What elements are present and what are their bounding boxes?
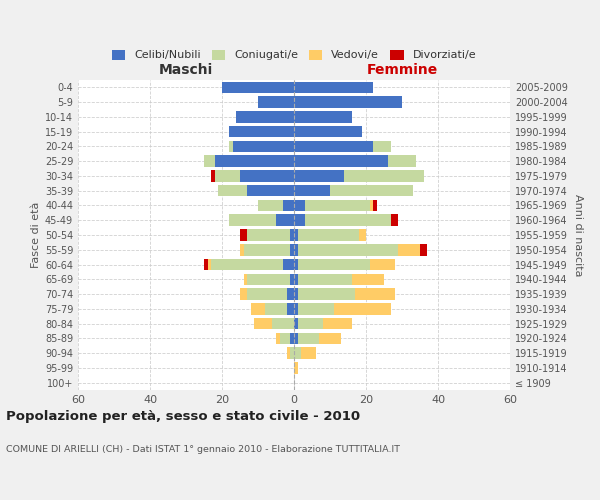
Bar bbox=[294, 140, 373, 152]
Bar bbox=[233, 140, 294, 152]
Bar bbox=[388, 156, 416, 167]
Bar bbox=[359, 229, 366, 241]
Bar bbox=[370, 200, 373, 211]
Bar bbox=[258, 200, 283, 211]
Bar bbox=[294, 82, 373, 93]
Text: COMUNE DI ARIELLI (CH) - Dati ISTAT 1° gennaio 2010 - Elaborazione TUTTITALIA.IT: COMUNE DI ARIELLI (CH) - Dati ISTAT 1° g… bbox=[6, 445, 400, 454]
Bar bbox=[290, 274, 294, 285]
Bar bbox=[254, 318, 272, 330]
Bar bbox=[244, 274, 247, 285]
Bar bbox=[247, 274, 290, 285]
Bar bbox=[240, 288, 247, 300]
Bar bbox=[290, 244, 294, 256]
Bar bbox=[229, 214, 276, 226]
Bar bbox=[290, 332, 294, 344]
Bar bbox=[290, 348, 294, 359]
Bar bbox=[287, 348, 290, 359]
Bar bbox=[294, 229, 298, 241]
Bar bbox=[294, 303, 298, 314]
Bar bbox=[229, 126, 294, 138]
Bar bbox=[294, 200, 305, 211]
Bar bbox=[251, 303, 265, 314]
Bar bbox=[305, 214, 391, 226]
Bar bbox=[211, 259, 283, 270]
Bar bbox=[294, 170, 344, 181]
Bar bbox=[240, 244, 244, 256]
Bar bbox=[298, 332, 319, 344]
Bar bbox=[283, 200, 294, 211]
Text: Maschi: Maschi bbox=[159, 64, 213, 78]
Bar bbox=[229, 140, 233, 152]
Bar bbox=[287, 288, 294, 300]
Bar bbox=[294, 185, 330, 196]
Bar bbox=[294, 348, 301, 359]
Bar bbox=[290, 229, 294, 241]
Legend: Celibi/Nubili, Coniugati/e, Vedovi/e, Divorziati/e: Celibi/Nubili, Coniugati/e, Vedovi/e, Di… bbox=[107, 46, 481, 65]
Bar bbox=[294, 214, 305, 226]
Bar bbox=[276, 214, 294, 226]
Bar bbox=[352, 274, 384, 285]
Bar bbox=[218, 185, 247, 196]
Bar bbox=[373, 200, 377, 211]
Bar bbox=[272, 318, 294, 330]
Bar bbox=[298, 288, 355, 300]
Bar bbox=[370, 259, 395, 270]
Bar bbox=[420, 244, 427, 256]
Bar bbox=[283, 259, 294, 270]
Bar bbox=[398, 244, 420, 256]
Bar bbox=[287, 303, 294, 314]
Bar bbox=[244, 244, 290, 256]
Bar bbox=[294, 244, 298, 256]
Bar bbox=[294, 332, 298, 344]
Bar bbox=[319, 332, 341, 344]
Bar bbox=[298, 259, 370, 270]
Bar bbox=[344, 170, 424, 181]
Bar bbox=[211, 170, 215, 181]
Bar bbox=[276, 332, 280, 344]
Bar bbox=[265, 303, 287, 314]
Bar bbox=[204, 259, 208, 270]
Bar bbox=[294, 156, 388, 167]
Bar bbox=[298, 303, 334, 314]
Bar bbox=[294, 288, 298, 300]
Bar bbox=[247, 229, 290, 241]
Bar bbox=[236, 111, 294, 122]
Bar bbox=[294, 111, 352, 122]
Bar bbox=[305, 200, 370, 211]
Bar bbox=[215, 170, 240, 181]
Bar bbox=[355, 288, 395, 300]
Bar bbox=[294, 126, 362, 138]
Bar bbox=[298, 229, 359, 241]
Bar bbox=[301, 348, 316, 359]
Bar bbox=[294, 318, 298, 330]
Bar bbox=[298, 244, 398, 256]
Bar bbox=[298, 318, 323, 330]
Y-axis label: Fasce di età: Fasce di età bbox=[31, 202, 41, 268]
Bar bbox=[240, 170, 294, 181]
Bar bbox=[247, 185, 294, 196]
Bar bbox=[298, 274, 352, 285]
Text: Popolazione per età, sesso e stato civile - 2010: Popolazione per età, sesso e stato civil… bbox=[6, 410, 360, 423]
Bar bbox=[391, 214, 398, 226]
Bar bbox=[294, 362, 298, 374]
Bar bbox=[294, 259, 298, 270]
Bar bbox=[323, 318, 352, 330]
Bar bbox=[240, 229, 247, 241]
Bar bbox=[294, 96, 402, 108]
Y-axis label: Anni di nascita: Anni di nascita bbox=[573, 194, 583, 276]
Bar bbox=[204, 156, 215, 167]
Bar bbox=[330, 185, 413, 196]
Text: Femmine: Femmine bbox=[367, 64, 437, 78]
Bar bbox=[247, 288, 287, 300]
Bar bbox=[280, 332, 290, 344]
Bar bbox=[334, 303, 391, 314]
Bar bbox=[373, 140, 391, 152]
Bar bbox=[215, 156, 294, 167]
Bar bbox=[222, 82, 294, 93]
Bar bbox=[208, 259, 211, 270]
Bar bbox=[294, 274, 298, 285]
Bar bbox=[258, 96, 294, 108]
